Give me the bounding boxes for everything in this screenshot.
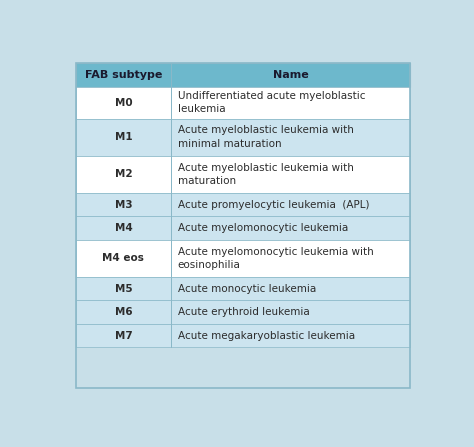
Bar: [76, 63, 410, 87]
Text: Acute myelomonocytic leukemia with
eosinophilia: Acute myelomonocytic leukemia with eosin…: [178, 247, 374, 270]
Text: M5: M5: [115, 284, 132, 294]
Bar: [171, 87, 410, 119]
Bar: [171, 240, 410, 277]
Bar: [171, 156, 410, 193]
Bar: [171, 216, 410, 240]
Text: M4 eos: M4 eos: [102, 253, 145, 263]
Text: Name: Name: [273, 70, 309, 80]
Bar: [76, 240, 171, 277]
Bar: [171, 119, 410, 156]
Bar: [76, 216, 171, 240]
Bar: [76, 119, 171, 156]
Bar: [76, 300, 171, 324]
Text: Acute erythroid leukemia: Acute erythroid leukemia: [178, 307, 310, 317]
Bar: [76, 324, 171, 347]
Text: Undifferentiated acute myeloblastic
leukemia: Undifferentiated acute myeloblastic leuk…: [178, 91, 365, 114]
Text: M0: M0: [115, 98, 132, 108]
Bar: [171, 300, 410, 324]
Text: M2: M2: [115, 169, 132, 179]
Bar: [171, 193, 410, 216]
Text: Acute myelomonocytic leukemia: Acute myelomonocytic leukemia: [178, 223, 348, 233]
Text: Acute promyelocytic leukemia  (APL): Acute promyelocytic leukemia (APL): [178, 200, 369, 210]
Text: M6: M6: [115, 307, 132, 317]
Text: Acute monocytic leukemia: Acute monocytic leukemia: [178, 284, 316, 294]
Text: Acute myeloblastic leukemia with
maturation: Acute myeloblastic leukemia with maturat…: [178, 163, 354, 186]
Text: Acute megakaryoblastic leukemia: Acute megakaryoblastic leukemia: [178, 330, 355, 341]
Text: Acute myeloblastic leukemia with
minimal maturation: Acute myeloblastic leukemia with minimal…: [178, 126, 354, 149]
Bar: [171, 324, 410, 347]
Bar: [76, 156, 171, 193]
Text: M7: M7: [115, 330, 132, 341]
Text: M4: M4: [115, 223, 132, 233]
Text: M3: M3: [115, 200, 132, 210]
Text: FAB subtype: FAB subtype: [85, 70, 162, 80]
Text: M1: M1: [115, 132, 132, 142]
Bar: [76, 193, 171, 216]
Bar: [171, 277, 410, 300]
Bar: [76, 277, 171, 300]
Bar: [76, 87, 171, 119]
